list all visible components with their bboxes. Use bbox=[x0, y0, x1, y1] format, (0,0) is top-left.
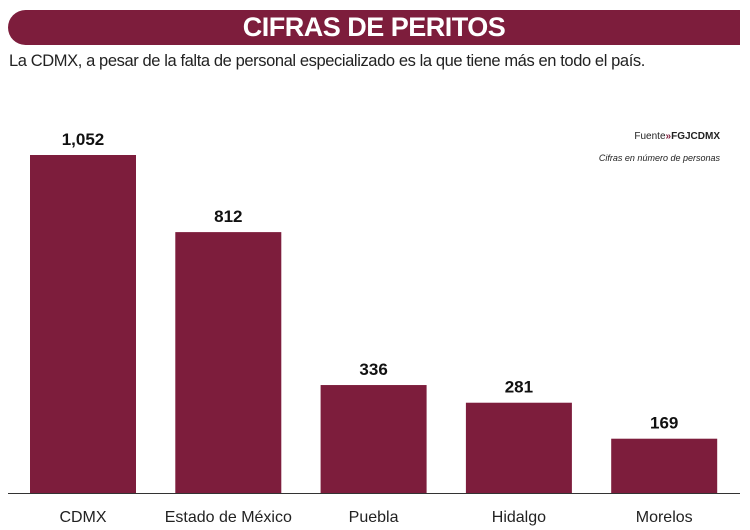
source-name: FGJCDMX bbox=[671, 131, 720, 142]
category-label: CDMX bbox=[59, 509, 106, 526]
data-label: 336 bbox=[359, 360, 387, 379]
bar bbox=[611, 438, 718, 493]
category-label: Morelos bbox=[636, 509, 693, 526]
source-label: Fuente bbox=[634, 131, 666, 142]
bar bbox=[320, 385, 427, 493]
data-label: 812 bbox=[214, 207, 242, 226]
chart-title: CIFRAS DE PERITOS bbox=[242, 12, 506, 42]
data-label: 169 bbox=[650, 414, 678, 433]
chart-subtitle: La CDMX, a pesar de la falta de personal… bbox=[9, 52, 645, 70]
units-note: Cifras en número de personas bbox=[598, 153, 720, 163]
title-banner: CIFRAS DE PERITOS bbox=[8, 10, 740, 45]
bar bbox=[465, 402, 572, 493]
category-label: Puebla bbox=[349, 509, 399, 526]
source-note: Fuente»FGJCDMX bbox=[634, 131, 720, 142]
arrow-icon: » bbox=[665, 131, 672, 142]
bar bbox=[175, 232, 282, 493]
bar bbox=[30, 155, 136, 493]
data-label: 281 bbox=[505, 378, 533, 397]
category-label: Estado de México bbox=[165, 509, 292, 526]
data-label: 1,052 bbox=[62, 130, 105, 149]
category-label: Hidalgo bbox=[492, 509, 546, 526]
